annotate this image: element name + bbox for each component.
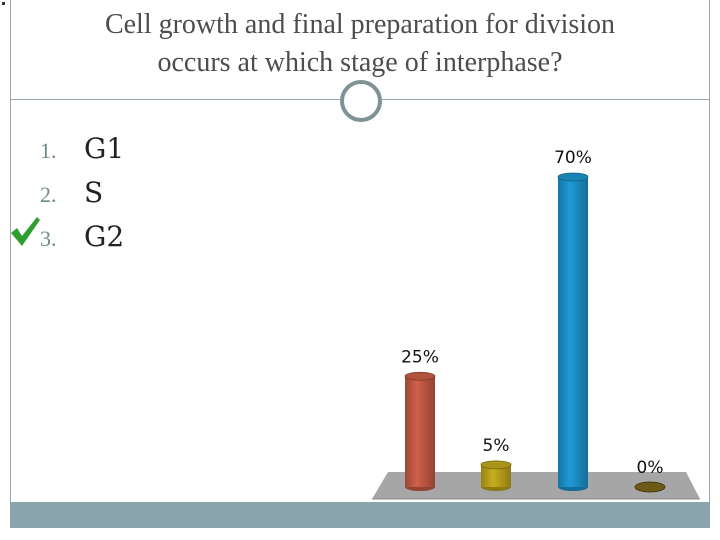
data-label-2: 5% [483,436,510,456]
bar-1 [405,376,435,487]
question-title-line-2: occurs at which stage of interphase? [157,47,563,78]
answer-number: 1. [40,138,57,163]
bar-3 [558,177,588,487]
divider-circle-icon [340,80,382,122]
chart-floor [372,472,700,499]
divider-left [10,99,340,100]
data-label-3: 70% [554,148,592,168]
answer-option-1[interactable]: 1. G1 [40,132,124,176]
corner-mark [2,2,5,5]
correct-check-icon [11,217,40,246]
answer-option-3[interactable]: 3. G2 [11,217,125,264]
footer-bar [10,502,710,528]
answer-text: S [84,176,104,209]
bar-2 [481,464,511,487]
bar-2-top [480,460,512,470]
bar-3-top [557,172,589,182]
divider-right [381,99,710,100]
answer-option-2[interactable]: 2. S [40,176,124,220]
data-label-1: 25% [401,347,439,367]
answer-text: G1 [84,132,125,165]
question-title: Cell growth and final preparation for di… [14,6,706,82]
answer-number: 2. [40,182,57,207]
answer-number: 3. [40,226,57,251]
data-label-4: 0% [637,458,664,478]
answer-list: 1. G1 2. S 3. G2 [11,132,125,264]
bar-4 [634,481,666,493]
question-title-line-1: Cell growth and final preparation for di… [104,9,616,40]
answer-text: G2 [84,220,125,253]
bar-1-top [404,371,436,381]
